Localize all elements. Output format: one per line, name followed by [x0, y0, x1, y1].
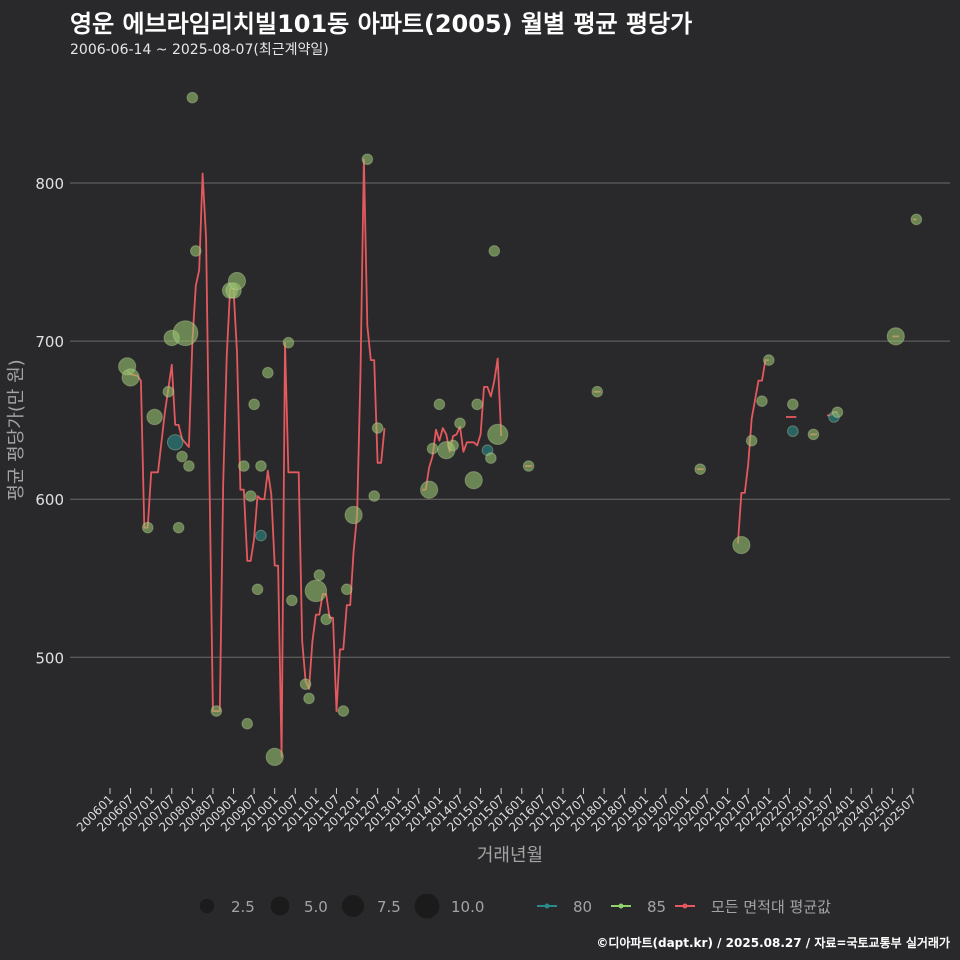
transaction-point — [454, 417, 466, 430]
transaction-point — [886, 327, 905, 346]
transaction-point — [251, 583, 264, 596]
transaction-point — [320, 613, 332, 626]
legend-series-label: 85 — [647, 898, 666, 916]
legend-series-label: 80 — [573, 898, 592, 916]
transaction-point — [807, 428, 820, 441]
x-axis-title: 거래년월 — [477, 845, 543, 866]
legend-size-label: 2.5 — [231, 898, 255, 916]
legend: 2.5 5.0 7.5 10.0 80 85 모든 면적대 평균값 — [199, 893, 831, 919]
transaction-point — [756, 395, 768, 407]
transaction-point — [433, 398, 446, 411]
transaction-point — [591, 385, 604, 398]
transaction-point — [244, 490, 257, 502]
x-axis: 2006012006072007012007072008012008072009… — [74, 788, 919, 835]
transaction-point — [172, 320, 199, 347]
transaction-point — [227, 271, 247, 291]
transaction-point — [368, 490, 381, 502]
transaction-point — [471, 398, 483, 411]
transaction-points — [118, 91, 923, 767]
legend-size-swatch — [414, 893, 440, 919]
transaction-point — [304, 579, 328, 603]
transaction-point — [340, 583, 353, 596]
transaction-point — [255, 529, 267, 542]
transaction-point — [121, 368, 140, 387]
y-axis: 500 600 700 800 — [35, 175, 64, 667]
y-tick-label: 600 — [35, 491, 64, 509]
transaction-point — [162, 385, 175, 398]
gridlines — [70, 182, 950, 658]
transaction-point — [303, 692, 315, 705]
transaction-point — [464, 471, 483, 490]
transaction-point — [183, 460, 195, 472]
transaction-point — [426, 442, 439, 455]
transaction-point — [488, 245, 501, 257]
transaction-point — [189, 245, 202, 257]
legend-series-dot — [682, 903, 688, 909]
transaction-point — [485, 452, 497, 464]
y-axis-title: 평균 평당가(만 원) — [6, 359, 27, 500]
transaction-point — [787, 398, 799, 411]
transaction-point — [176, 450, 188, 463]
transaction-point — [146, 408, 163, 426]
y-tick-label: 700 — [35, 333, 64, 351]
transaction-point — [248, 398, 260, 411]
legend-size-label: 10.0 — [451, 898, 484, 916]
legend-size-label: 7.5 — [377, 898, 401, 916]
transaction-point — [787, 425, 799, 438]
legend-size-swatch — [270, 896, 290, 916]
transaction-point — [337, 705, 350, 717]
transaction-point — [745, 434, 758, 447]
source-credit: ©디아파트(dapt.kr) / 2025.08.27 / 자료=국토교통부 실… — [596, 936, 950, 950]
transaction-point — [186, 91, 199, 104]
average-line-segment — [126, 158, 386, 758]
chart-subtitle: 2006-06-14 ~ 2025-08-07(최근계약일) — [70, 42, 329, 58]
transaction-point — [361, 153, 374, 166]
transaction-point — [238, 460, 250, 472]
transaction-point — [313, 569, 326, 581]
legend-size-swatch — [199, 898, 215, 914]
transaction-point — [763, 354, 775, 366]
average-line-segment — [737, 359, 769, 544]
transaction-point — [265, 747, 284, 767]
transaction-point — [141, 521, 154, 534]
transaction-point — [241, 717, 254, 730]
average-line-segment — [422, 357, 503, 491]
transaction-point — [172, 521, 185, 534]
transaction-point — [371, 422, 384, 434]
transaction-point — [344, 505, 363, 525]
transaction-point — [210, 705, 223, 717]
transaction-point — [282, 336, 295, 349]
transaction-point — [831, 406, 844, 419]
transaction-point — [522, 460, 535, 472]
transaction-point — [732, 535, 751, 555]
transaction-point — [262, 366, 274, 379]
legend-series-label: 모든 면적대 평균값 — [711, 898, 831, 916]
transaction-point — [299, 678, 312, 690]
transaction-point — [286, 594, 298, 607]
transaction-point — [447, 439, 459, 452]
legend-series-dot — [618, 903, 624, 909]
legend-size-swatch — [341, 894, 365, 918]
transaction-point — [694, 463, 706, 475]
average-price-lines — [126, 158, 917, 758]
transaction-point — [910, 213, 923, 226]
legend-size-label: 5.0 — [304, 898, 328, 916]
transaction-point — [166, 434, 184, 451]
chart-title: 영운 에브라임리치빌101동 아파트(2005) 월별 평균 평당가 — [70, 10, 693, 38]
transaction-point — [420, 480, 439, 499]
y-tick-label: 500 — [35, 649, 64, 667]
y-tick-label: 800 — [35, 175, 64, 193]
transaction-point — [255, 460, 267, 472]
legend-series-dot — [544, 903, 550, 909]
transaction-point — [487, 423, 509, 445]
